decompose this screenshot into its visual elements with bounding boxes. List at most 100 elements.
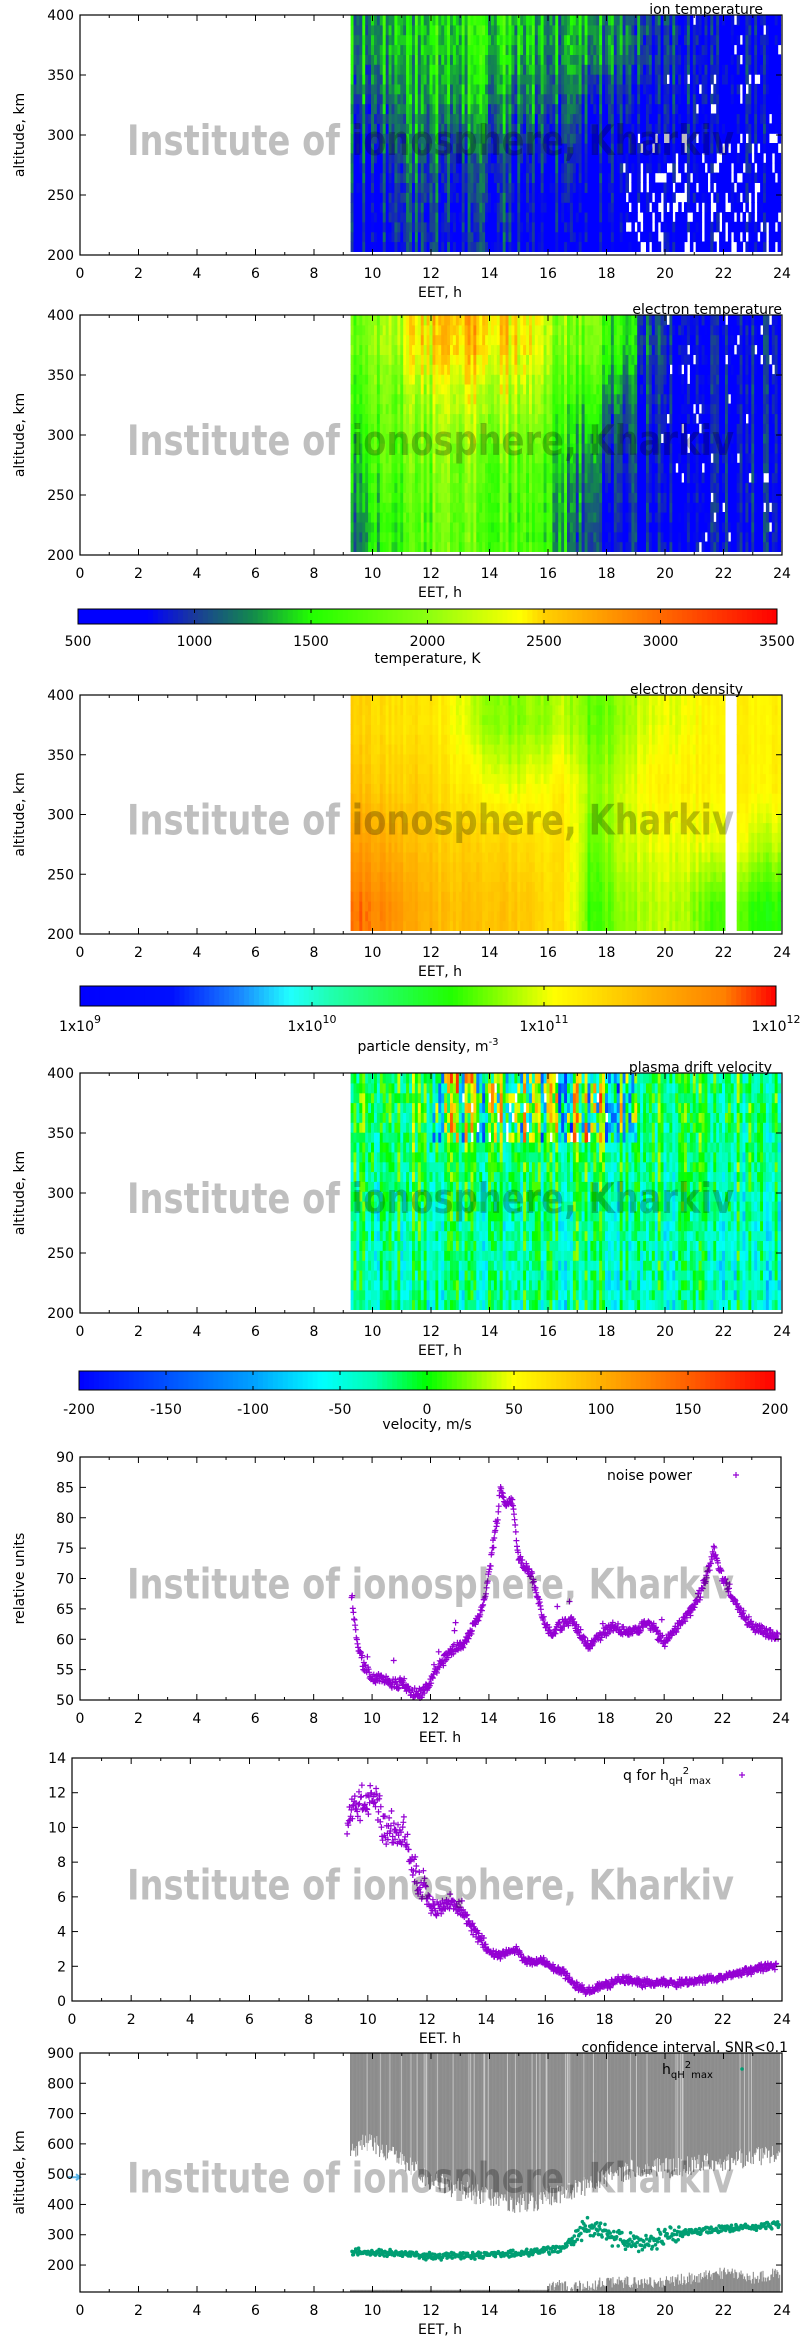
heatmap-cell xyxy=(581,192,586,203)
heatmap-cell xyxy=(476,74,480,85)
heatmap-cell xyxy=(382,74,387,85)
heatmap-cell xyxy=(605,54,609,65)
heatmap-cell xyxy=(473,64,477,75)
heatmap-cell xyxy=(435,64,439,75)
heatmap-cell xyxy=(499,472,504,484)
heatmap-cell xyxy=(441,354,445,365)
heatmap-cell xyxy=(733,221,738,233)
heatmap-cell xyxy=(581,172,586,183)
heatmap-cell xyxy=(730,44,735,55)
heatmap-cell xyxy=(485,123,489,134)
heatmap-cell xyxy=(505,172,510,183)
heatmap-cell xyxy=(593,93,597,105)
heatmap-cell xyxy=(356,202,360,213)
heatmap-cell xyxy=(388,93,393,105)
heatmap-cell xyxy=(382,162,387,174)
heatmap-cell xyxy=(520,133,524,144)
heatmap-cell xyxy=(470,133,474,144)
heatmap-cell xyxy=(388,133,393,144)
heatmap-cell xyxy=(476,152,480,164)
heatmap-cell xyxy=(379,212,384,223)
heatmap-cell xyxy=(476,15,480,26)
heatmap-cell xyxy=(391,192,395,203)
heatmap-cell xyxy=(745,64,749,75)
heatmap-cell xyxy=(467,74,472,85)
heatmap-cell xyxy=(514,15,518,26)
heatmap-cell xyxy=(458,103,463,115)
heatmap-cell xyxy=(447,103,451,115)
heatmap-cell xyxy=(350,182,355,193)
heatmap-cell xyxy=(394,74,398,85)
heatmap-cell xyxy=(678,202,682,213)
heatmap-cell xyxy=(423,113,428,124)
heatmap-cell xyxy=(523,202,527,213)
heatmap-cell xyxy=(461,143,466,154)
heatmap-cell xyxy=(491,221,495,233)
heatmap-cell xyxy=(379,182,384,193)
heatmap-cell xyxy=(523,24,527,36)
heatmap-cell xyxy=(447,182,451,193)
heatmap-cell xyxy=(520,231,524,243)
heatmap-cell xyxy=(482,15,486,26)
heatmap-cell xyxy=(581,44,586,55)
heatmap-cell xyxy=(359,162,363,174)
heatmap-cell xyxy=(534,44,539,55)
heatmap-cell xyxy=(400,162,404,174)
heatmap-cell xyxy=(488,403,492,415)
heatmap-cell xyxy=(520,172,524,183)
heatmap-cell xyxy=(464,83,469,95)
heatmap-cell xyxy=(452,383,457,395)
heatmap-cell xyxy=(409,34,413,46)
heatmap-cell xyxy=(412,83,416,95)
heatmap-cell xyxy=(496,182,501,193)
heatmap-cell xyxy=(663,54,667,65)
heatmap-cell xyxy=(397,83,401,95)
heatmap-cell xyxy=(379,202,384,213)
heatmap-cell xyxy=(514,64,518,75)
heatmap-cell xyxy=(745,172,749,183)
heatmap-cell xyxy=(745,241,749,252)
heatmap-cell xyxy=(496,54,501,65)
heatmap-cell xyxy=(757,133,761,144)
heatmap-cell xyxy=(754,143,758,154)
heatmap-cell xyxy=(423,221,428,233)
heatmap-cell xyxy=(376,202,381,213)
heatmap-cell xyxy=(464,482,469,493)
heatmap-cell xyxy=(353,143,357,154)
heatmap-cell xyxy=(520,202,524,213)
heatmap-cell xyxy=(496,34,501,46)
heatmap-cell xyxy=(692,202,697,213)
heatmap-cell xyxy=(488,324,492,336)
heatmap-cell xyxy=(628,103,632,115)
heatmap-cell xyxy=(356,34,360,46)
heatmap-cell xyxy=(476,113,480,124)
heatmap-cell xyxy=(534,531,539,543)
heatmap-cell xyxy=(491,152,495,164)
heatmap-cell xyxy=(356,54,360,65)
heatmap-cell xyxy=(470,74,474,85)
heatmap-cell xyxy=(432,192,436,203)
heatmap-cell xyxy=(511,143,515,154)
heatmap-cell xyxy=(359,64,363,75)
heatmap-cell xyxy=(435,15,439,26)
heatmap-cell xyxy=(385,152,390,164)
heatmap-cell xyxy=(353,133,357,144)
heatmap-cell xyxy=(362,83,366,95)
heatmap-cell xyxy=(476,212,480,223)
heatmap-cell xyxy=(476,231,480,243)
heatmap-cell xyxy=(686,221,691,233)
heatmap-cell xyxy=(379,64,384,75)
heatmap-cell xyxy=(768,54,773,65)
heatmap-cell xyxy=(432,64,436,75)
heatmap-cell xyxy=(520,113,524,124)
heatmap-cell xyxy=(511,113,515,124)
heatmap-cell xyxy=(394,383,398,395)
heatmap-cell xyxy=(397,34,401,46)
heatmap-cell xyxy=(382,182,387,193)
heatmap-cell xyxy=(438,212,442,223)
heatmap-cell xyxy=(368,83,372,95)
heatmap-cell xyxy=(777,241,782,252)
heatmap-cell xyxy=(376,143,381,154)
heatmap-cell xyxy=(523,74,527,85)
heatmap-cell xyxy=(476,374,480,385)
